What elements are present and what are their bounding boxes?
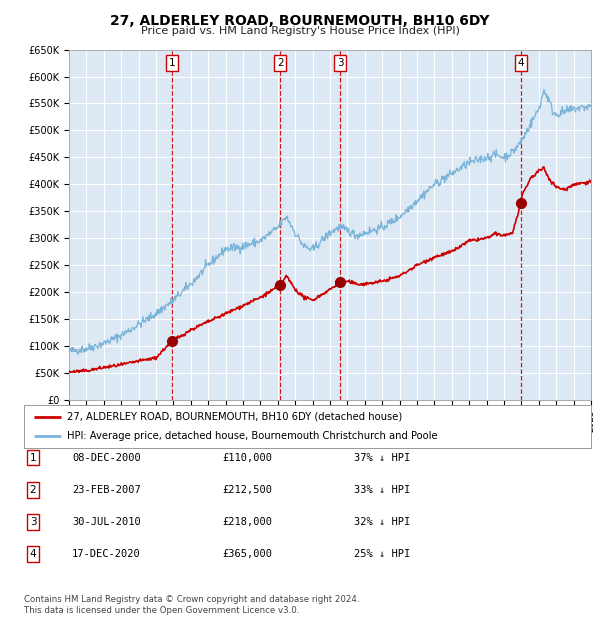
Text: £212,500: £212,500 [222,485,272,495]
Text: Contains HM Land Registry data © Crown copyright and database right 2024.
This d: Contains HM Land Registry data © Crown c… [24,595,359,614]
Text: £218,000: £218,000 [222,517,272,527]
Text: 27, ALDERLEY ROAD, BOURNEMOUTH, BH10 6DY (detached house): 27, ALDERLEY ROAD, BOURNEMOUTH, BH10 6DY… [67,412,402,422]
Text: 17-DEC-2020: 17-DEC-2020 [72,549,141,559]
Text: 3: 3 [337,58,343,68]
Text: 3: 3 [29,517,37,527]
Text: 33% ↓ HPI: 33% ↓ HPI [354,485,410,495]
Text: 4: 4 [29,549,37,559]
Text: £110,000: £110,000 [222,453,272,463]
Text: 2: 2 [277,58,284,68]
Text: 23-FEB-2007: 23-FEB-2007 [72,485,141,495]
Text: 08-DEC-2000: 08-DEC-2000 [72,453,141,463]
Text: 1: 1 [29,453,37,463]
Text: 32% ↓ HPI: 32% ↓ HPI [354,517,410,527]
Text: 27, ALDERLEY ROAD, BOURNEMOUTH, BH10 6DY: 27, ALDERLEY ROAD, BOURNEMOUTH, BH10 6DY [110,14,490,28]
Text: 4: 4 [517,58,524,68]
Text: 25% ↓ HPI: 25% ↓ HPI [354,549,410,559]
Text: 30-JUL-2010: 30-JUL-2010 [72,517,141,527]
Text: Price paid vs. HM Land Registry's House Price Index (HPI): Price paid vs. HM Land Registry's House … [140,26,460,36]
Text: £365,000: £365,000 [222,549,272,559]
Text: 37% ↓ HPI: 37% ↓ HPI [354,453,410,463]
Text: 1: 1 [169,58,175,68]
Text: HPI: Average price, detached house, Bournemouth Christchurch and Poole: HPI: Average price, detached house, Bour… [67,432,437,441]
Text: 2: 2 [29,485,37,495]
